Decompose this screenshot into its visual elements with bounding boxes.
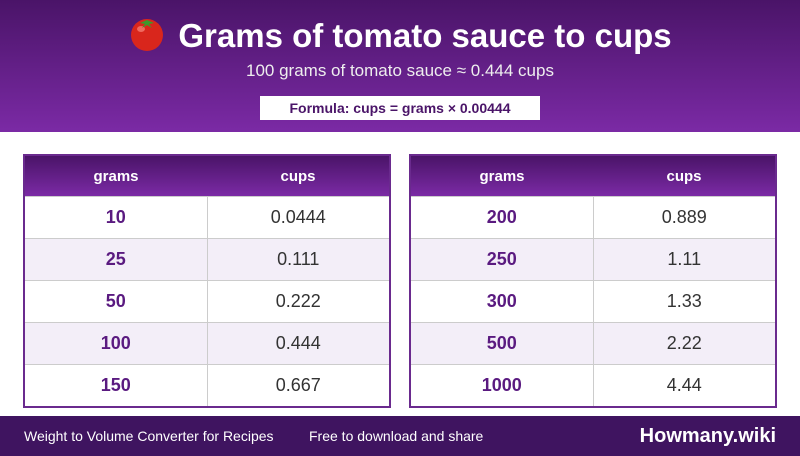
- table-row: 50 0.222: [23, 280, 391, 323]
- title-row: Grams of tomato sauce to cups: [0, 14, 800, 55]
- cups-cell: 4.44: [592, 364, 777, 408]
- header-row: grams cups: [410, 155, 776, 197]
- cups-cell: 0.0444: [206, 196, 391, 239]
- table-row: 100 0.444: [23, 322, 391, 365]
- grams-cell: 25: [23, 238, 208, 281]
- cups-cell: 0.111: [206, 238, 391, 281]
- grams-cell: 1000: [409, 364, 594, 408]
- column-header: grams: [410, 155, 593, 197]
- grams-cell: 250: [409, 238, 594, 281]
- grams-cell: 300: [409, 280, 594, 323]
- table-row: 500 2.22: [409, 322, 777, 365]
- header: Grams of tomato sauce to cups 100 grams …: [0, 0, 800, 132]
- table-row: 200 0.889: [409, 196, 777, 239]
- subtitle: 100 grams of tomato sauce ≈ 0.444 cups: [246, 61, 554, 80]
- conversion-table: grams cups 10 0.0444 25 0.111 50 0.222 100 0.444 1…: [23, 154, 391, 408]
- cups-cell: 0.444: [206, 322, 391, 365]
- column-header: cups: [593, 155, 776, 197]
- cups-cell: 0.222: [206, 280, 391, 323]
- footer: Weight to Volume Converter for Recipes F…: [0, 416, 800, 456]
- conversion-table: grams cups 200 0.889 250 1.11 300 1.33 500 2.22 10…: [409, 154, 777, 408]
- cups-cell: 2.22: [592, 322, 777, 365]
- grams-cell: 150: [23, 364, 208, 408]
- column-header: cups: [207, 155, 390, 197]
- grams-cell: 200: [409, 196, 594, 239]
- title: Grams of tomato sauce to cups: [178, 17, 672, 54]
- cups-cell: 0.667: [206, 364, 391, 408]
- grams-cell: 100: [23, 322, 208, 365]
- grams-cell: 500: [409, 322, 594, 365]
- footer-middle: Free to download and share: [309, 428, 484, 444]
- table-row: 150 0.667: [23, 364, 391, 408]
- table-row: 10 0.0444: [23, 196, 391, 239]
- formula: Formula: cups = grams × 0.00444: [260, 96, 540, 120]
- table-row: 250 1.11: [409, 238, 777, 281]
- table-row: 300 1.33: [409, 280, 777, 323]
- tomato-icon: [131, 19, 164, 51]
- header-row: grams cups: [24, 155, 390, 197]
- footer-left: Weight to Volume Converter for Recipes: [24, 428, 274, 444]
- cups-cell: 0.889: [592, 196, 777, 239]
- column-header: grams: [24, 155, 207, 197]
- cups-cell: 1.11: [592, 238, 777, 281]
- grams-cell: 50: [23, 280, 208, 323]
- brand: Howmany.wiki: [639, 425, 776, 447]
- grams-cell: 10: [23, 196, 208, 239]
- cups-cell: 1.33: [592, 280, 777, 323]
- table-row: 1000 4.44: [409, 364, 777, 408]
- table-row: 25 0.111: [23, 238, 391, 281]
